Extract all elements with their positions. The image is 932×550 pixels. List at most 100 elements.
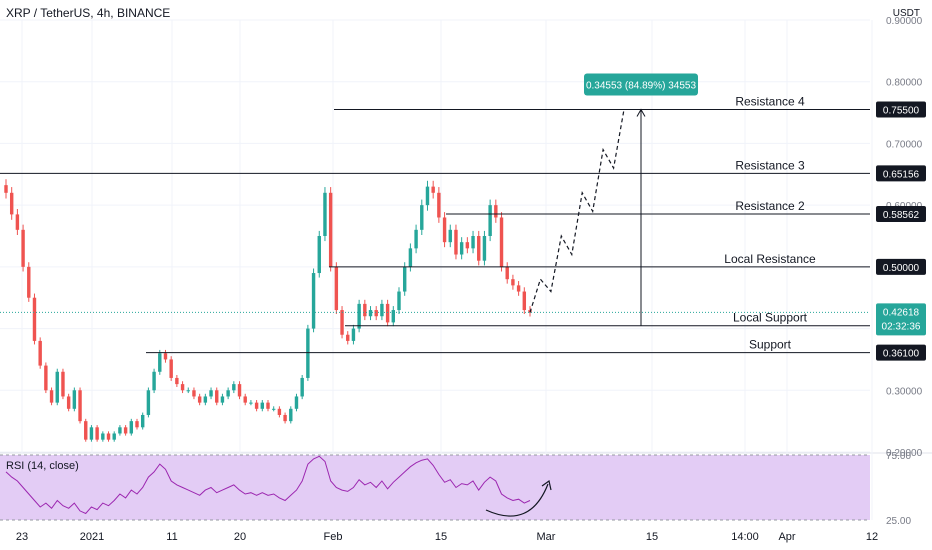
candle-body	[357, 303, 361, 329]
candle-body	[306, 328, 310, 378]
price-tick-label: 0.20000	[886, 448, 923, 459]
level-price-label: 0.36100	[883, 349, 920, 360]
candle-body	[226, 390, 230, 397]
candle-body	[448, 229, 452, 243]
level-price-label: 0.65156	[883, 169, 920, 180]
candle-body	[209, 390, 213, 397]
candle-body	[271, 408, 276, 410]
candle-body	[49, 390, 54, 403]
candle-body	[89, 427, 94, 440]
current-price-label: 0.42618	[883, 307, 920, 318]
rsi-arrow	[485, 483, 549, 517]
candle-body	[180, 384, 185, 391]
level-name-label: Resistance 3	[735, 158, 805, 172]
candle-body	[311, 273, 316, 329]
projection-path	[529, 109, 625, 313]
candle-body	[232, 384, 236, 391]
candle-body	[334, 266, 339, 311]
candle-body	[260, 402, 265, 409]
candle-body	[249, 402, 253, 404]
candle-body	[186, 390, 190, 392]
candle-body	[4, 185, 8, 193]
candle-body	[300, 377, 304, 397]
level-name-label: Support	[749, 338, 792, 352]
candle-body	[477, 236, 481, 261]
candle-body	[368, 310, 373, 317]
candle-body	[32, 297, 37, 341]
time-tick-label: 15	[435, 531, 447, 543]
candle-body	[38, 340, 42, 366]
candle-body	[243, 396, 247, 403]
level-price-label: 0.75500	[883, 105, 920, 116]
countdown-label: 02:32:36	[882, 321, 921, 332]
time-tick-label: 2021	[80, 531, 104, 543]
candle-body	[158, 353, 162, 372]
level-price-tag	[876, 101, 926, 118]
candle-body	[283, 414, 287, 422]
candle-body	[454, 229, 458, 255]
candle-body	[140, 414, 145, 428]
candle-body	[21, 229, 25, 267]
candle-body	[44, 365, 48, 391]
rsi-band	[0, 455, 870, 520]
candle-body	[197, 396, 202, 403]
candle-body	[84, 421, 88, 440]
candle-body	[465, 242, 470, 249]
price-tick-label: 0.80000	[886, 78, 923, 89]
candle-body	[323, 192, 327, 236]
level-name-label: Local Support	[733, 311, 808, 325]
candle-body	[277, 408, 282, 415]
candle-body	[9, 192, 14, 215]
level-name-label: Resistance 4	[735, 94, 805, 108]
candle-body	[346, 334, 350, 341]
level-price-tag	[876, 258, 926, 275]
candle-body	[101, 433, 105, 440]
candle-body	[374, 310, 378, 317]
rsi-line	[5, 455, 531, 515]
candle-body	[27, 266, 31, 298]
level-price-tag	[876, 165, 926, 182]
candle-body	[511, 279, 515, 286]
price-tick-label: 0.70000	[886, 139, 923, 150]
candle-body	[522, 291, 527, 311]
time-tick-label: Feb	[324, 531, 343, 543]
candle-body	[516, 285, 521, 292]
level-price-tag	[876, 344, 926, 361]
candle-body	[215, 390, 219, 403]
candle-body	[328, 192, 333, 267]
candle-body	[505, 266, 509, 280]
level-name-label: Local Resistance	[724, 252, 816, 266]
price-tick-label: 0.30000	[886, 386, 923, 397]
candle-body	[55, 371, 59, 403]
rsi-arrowhead	[541, 479, 552, 491]
candle-body	[488, 205, 492, 236]
candle-body	[414, 229, 418, 249]
candle-body	[78, 390, 82, 422]
rsi-tick-label: 75.00	[886, 451, 911, 462]
time-tick-label: 11	[166, 531, 177, 543]
candle-body	[192, 390, 196, 397]
candle-body	[437, 192, 441, 218]
candle-body	[237, 384, 242, 397]
time-tick-label: Mar	[537, 531, 556, 543]
candle-body	[163, 353, 168, 360]
candle-body	[135, 421, 139, 428]
candle-body	[385, 303, 390, 323]
time-tick-label: 15	[646, 531, 658, 543]
candle-body	[380, 303, 384, 317]
candle-body	[317, 236, 321, 274]
candle-body	[391, 310, 396, 323]
candle-body	[431, 186, 435, 193]
candle-body	[72, 390, 77, 409]
measure-badge	[584, 73, 698, 96]
candle-body	[169, 359, 173, 378]
candle-body	[146, 390, 151, 415]
candle-body	[397, 291, 401, 311]
candle-body	[459, 242, 464, 255]
level-price-label: 0.50000	[883, 263, 920, 274]
candle-body	[482, 236, 487, 261]
price-unit: USDT	[892, 8, 920, 19]
level-price-label: 0.58562	[883, 210, 920, 221]
candle-body	[129, 421, 134, 434]
